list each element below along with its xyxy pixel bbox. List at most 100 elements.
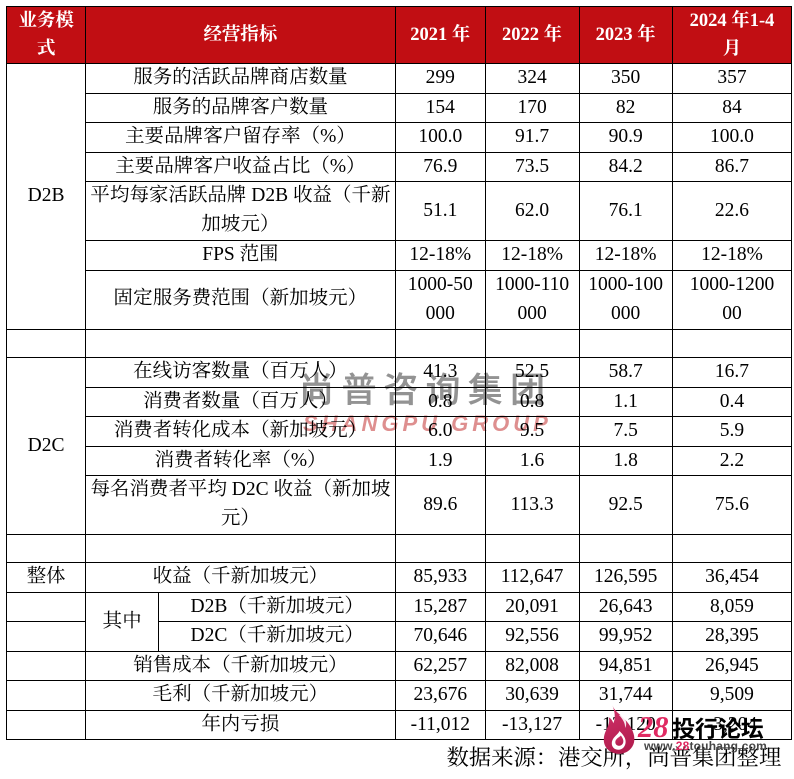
value-cell-r12-c3: 36,454	[671, 562, 793, 593]
table-row: 整体 收益（千新加坡元） 85,933 112,647 126,595 36,454	[6, 562, 793, 593]
value-cell-r10-c1: 1.6	[484, 445, 580, 477]
table-row: D2C 在线访客数量（百万人） 41.3 52.5 58.7 16.7	[6, 357, 793, 535]
value-cell-r12-c0: 85,933	[395, 562, 486, 593]
value-cell-r14-c3: 28,395	[671, 621, 793, 652]
value-cell-r7-c1: 52.5	[484, 357, 580, 388]
value-cell-r9-c0: 6.0	[395, 416, 486, 447]
indicator-cell-r7: 在线访客数量（百万人）	[84, 357, 397, 388]
logo-url-prefix: www.	[644, 739, 676, 753]
indicator-cell-r10: 消费者转化率（%）	[84, 445, 397, 477]
indicator-cell-r0: 服务的活跃品牌商店数量	[84, 63, 397, 94]
table-row: 平均每家活跃品牌 D2B 收益（千新 加坡元） 51.1 62.0 76.1 22.6	[7, 181, 793, 242]
value-cell-r11-c2: 92.5	[578, 475, 673, 535]
spacer-cell	[578, 533, 673, 564]
indicator-cell-r9: 消费者转化成本（新加坡元）	[84, 416, 397, 447]
value-cell-r11-c0: 89.6	[395, 475, 486, 535]
value-cell-r15-c3: 26,945	[671, 650, 793, 682]
value-cell-r15-c1: 82,008	[484, 650, 580, 682]
value-cell-r5-c3: 12-18%	[671, 240, 793, 271]
value-cell-r3-c3: 86.7	[671, 151, 793, 183]
flame-icon	[603, 705, 635, 754]
table-row: 销售成本（千新加坡元） 62,257 82,008 94,851 26,945	[6, 650, 793, 682]
value-cell-r9-c3: 5.9	[671, 416, 793, 447]
indicator-cell-r1: 服务的品牌客户数量	[84, 92, 397, 124]
indicator-cell-r8: 消费者数量（百万人）	[84, 386, 397, 418]
value-cell-r16-c0: 23,676	[395, 680, 486, 711]
value-cell-r3-c1: 73.5	[484, 151, 580, 183]
indicator-cell-r11: 每名消费者平均 D2C 收益（新加坡 元）	[84, 475, 397, 535]
table-row: 主要品牌客户留存率（%） 100.0 91.7 90.9 100.0	[7, 122, 793, 153]
spacer-row	[6, 328, 793, 359]
value-cell-r4-c1: 62.0	[484, 181, 580, 242]
table-row: 其中 D2B（千新加坡元） 15,287 20,091 26,643 8,059	[6, 591, 793, 652]
value-cell-r8-c1: 0.8	[484, 386, 580, 418]
table-row: D2B 服务的活跃品牌商店数量 299 324 350 357	[6, 63, 793, 330]
spacer-cell	[671, 328, 793, 359]
value-cell-r17-c0: -11,012	[395, 709, 486, 741]
value-cell-r10-c2: 1.8	[578, 445, 673, 477]
indicator-cell-r16: 毛利（千新加坡元）	[84, 680, 397, 711]
table-row: 消费者转化成本（新加坡元） 6.0 9.5 7.5 5.9	[7, 416, 793, 447]
group-cell-of-which: 其中	[84, 591, 160, 652]
header-year-0: 2021 年	[395, 6, 486, 65]
spacer-cell	[84, 533, 397, 564]
value-cell-r8-c0: 0.8	[395, 386, 486, 418]
value-cell-r11-c3: 75.6	[671, 475, 793, 535]
value-cell-r10-c3: 2.2	[671, 445, 793, 477]
value-cell-r14-c0: 70,646	[395, 621, 486, 652]
header-business-model: 业务模 式	[6, 6, 86, 65]
value-cell-r13-c3: 8,059	[671, 591, 793, 623]
empty-cell	[6, 680, 86, 711]
header-year-2: 2023 年	[578, 6, 673, 65]
group-cell-d2c: D2C	[6, 357, 86, 535]
logo-name: 投行论坛	[672, 709, 764, 744]
indicator-cell-r17: 年内亏损	[84, 709, 397, 741]
value-cell-r2-c0: 100.0	[395, 122, 486, 153]
value-cell-r0-c0: 299	[395, 63, 486, 94]
value-cell-r13-c0: 15,287	[395, 591, 486, 623]
value-cell-r13-c2: 26,643	[578, 591, 673, 623]
table-row: 消费者数量（百万人） 0.8 0.8 1.1 0.4	[7, 386, 793, 418]
table-row: FPS 范围 12-18% 12-18% 12-18% 12-18%	[7, 240, 793, 271]
value-cell-r16-c2: 31,744	[578, 680, 673, 711]
logo-number: 28	[638, 710, 669, 744]
value-cell-r8-c3: 0.4	[671, 386, 793, 418]
value-cell-r15-c2: 94,851	[578, 650, 673, 682]
financial-table: 业务模 式经营指标 2021 年 2022 年 2023 年 2024 年1-4 月 D2…	[6, 6, 793, 741]
value-cell-r14-c2: 99,952	[578, 621, 673, 652]
logo-url: www.28touhang.com	[644, 740, 767, 753]
group-cell-overall: 整体	[6, 562, 86, 593]
value-cell-r12-c2: 126,595	[578, 562, 673, 593]
spacer-row	[6, 533, 793, 564]
value-cell-r6-c3: 1000-1200 00	[671, 269, 793, 330]
table-row: 每名消费者平均 D2C 收益（新加坡 元） 89.6 113.3 92.5 75.6	[7, 475, 793, 535]
indicator-cell-r15: 销售成本（千新加坡元）	[84, 650, 397, 682]
value-cell-r13-c1: 20,091	[484, 591, 580, 623]
value-cell-r5-c2: 12-18%	[578, 240, 673, 271]
spacer-cell	[84, 328, 397, 359]
indicator-cell-r13: D2B（千新加坡元）	[158, 591, 397, 623]
value-cell-r4-c3: 22.6	[671, 181, 793, 242]
indicator-cell-r14: D2C（千新加坡元）	[158, 621, 397, 652]
value-cell-r1-c0: 154	[395, 92, 486, 124]
value-cell-r17-c3: -3,204	[671, 709, 793, 741]
logo-url-number: 28	[675, 739, 690, 753]
indicator-cell-r4: 平均每家活跃品牌 D2B 收益（千新 加坡元）	[84, 181, 397, 242]
value-cell-r2-c2: 90.9	[578, 122, 673, 153]
value-cell-r6-c1: 1000-110 000	[484, 269, 580, 330]
value-cell-r8-c2: 1.1	[578, 386, 673, 418]
value-cell-r2-c1: 91.7	[484, 122, 580, 153]
spacer-cell	[6, 328, 86, 359]
spacer-cell	[484, 533, 580, 564]
value-cell-r9-c2: 7.5	[578, 416, 673, 447]
group-cell-d2b: D2B	[6, 63, 86, 330]
value-cell-r9-c1: 9.5	[484, 416, 580, 447]
empty-cell	[6, 591, 86, 623]
value-cell-r3-c2: 84.2	[578, 151, 673, 183]
table-row: 主要品牌客户收益占比（%） 76.9 73.5 84.2 86.7	[7, 151, 793, 183]
spacer-cell	[395, 533, 486, 564]
header-indicator: 经营指标	[84, 6, 397, 65]
value-cell-r5-c0: 12-18%	[395, 240, 486, 271]
value-cell-r1-c1: 170	[484, 92, 580, 124]
indicator-cell-r5: FPS 范围	[84, 240, 397, 271]
